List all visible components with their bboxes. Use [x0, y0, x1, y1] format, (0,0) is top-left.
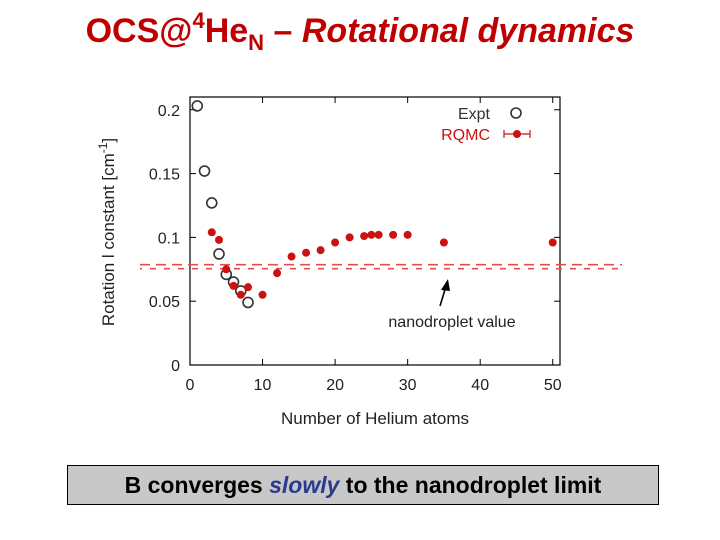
legend-marker-rqmc [513, 130, 521, 138]
rqmc-point [215, 235, 224, 244]
rqmc-point [345, 233, 354, 242]
caption-text-before: B converges [124, 471, 270, 498]
title-prefix: OCS@ [85, 12, 193, 50]
rqmc-point [389, 230, 398, 239]
rqmc-point [222, 265, 231, 274]
caption-emphasis: slowly [269, 471, 340, 498]
slide-title: OCS@4HeN – Rotational dynamics [0, 8, 720, 56]
title-superscript: 4 [192, 8, 205, 33]
legend-label-expt: Expt [458, 106, 491, 123]
expt-point [205, 197, 218, 209]
legend-label-rqmc: RQMC [441, 127, 490, 144]
title-italic: Rotational dynamics [301, 12, 635, 50]
rqmc-point [403, 230, 412, 239]
y-axis-title: Rotation l constant [cm-1] [96, 138, 118, 326]
caption-box: B converges slowly to the nanodroplet li… [67, 465, 659, 505]
title-subscript: N [248, 30, 265, 55]
x-axis-title: Number of Helium atoms [281, 409, 469, 428]
rqmc-point [207, 228, 216, 237]
x-tick-label: 40 [471, 377, 489, 394]
rqmc-point [367, 230, 376, 239]
y-tick-label: 0.05 [149, 294, 180, 311]
svg-text:Rotation l constant [cm-1]: Rotation l constant [cm-1] [96, 138, 118, 326]
legend-marker-expt [510, 107, 522, 119]
rqmc-point [331, 238, 340, 247]
rqmc-point [244, 283, 253, 292]
y-tick-label: 0 [171, 358, 180, 375]
rqmc-point [302, 248, 311, 257]
expt-point [242, 296, 254, 309]
expt-point [191, 100, 204, 112]
y-axis-title-text: Rotation l constant [cm [99, 153, 118, 326]
title-dash: – [264, 12, 302, 50]
rqmc-point [229, 281, 238, 290]
expt-point [213, 248, 225, 260]
rqmc-point [236, 290, 245, 299]
y-tick-label: 0.2 [158, 103, 180, 120]
x-tick-label: 0 [186, 377, 195, 394]
rqmc-point [287, 252, 296, 261]
rqmc-point [273, 269, 282, 278]
y-tick-label: 0.15 [149, 167, 180, 184]
rqmc-point [360, 232, 369, 241]
rqmc-point [316, 246, 325, 255]
rqmc-point [439, 238, 448, 247]
rqmc-point [548, 238, 557, 247]
x-tick-label: 20 [326, 377, 344, 394]
plot-frame [189, 96, 561, 366]
y-axis-title-close: ] [99, 138, 118, 143]
y-axis-title-sup: -1 [96, 142, 110, 153]
annotation-label: nanodroplet value [388, 314, 515, 331]
rqmc-point [374, 230, 383, 239]
caption-text-after: to the nanodroplet limit [339, 471, 602, 498]
rqmc-point [258, 290, 267, 299]
annotation-arrowhead [441, 279, 450, 291]
title-element: He [204, 12, 249, 50]
y-tick-label: 0.1 [158, 230, 180, 247]
expt-point [198, 165, 211, 177]
x-tick-label: 50 [544, 377, 562, 394]
x-tick-label: 30 [399, 377, 417, 394]
x-tick-label: 10 [254, 377, 272, 394]
